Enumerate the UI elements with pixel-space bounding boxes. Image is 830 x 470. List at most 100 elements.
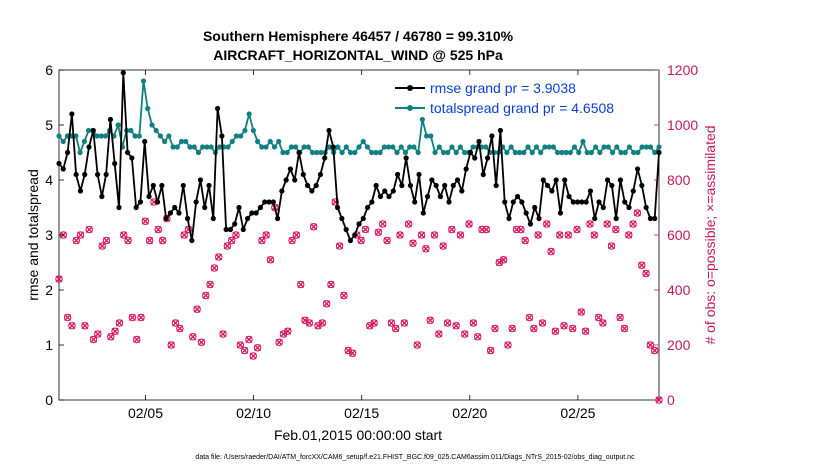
obs-marker	[340, 291, 348, 300]
series-point	[326, 127, 332, 134]
series-point	[330, 144, 336, 150]
series-point	[232, 221, 238, 227]
series-point	[364, 204, 371, 211]
obs-marker	[171, 319, 180, 327]
obs-assimilated-marker	[370, 319, 378, 327]
series-point	[356, 144, 362, 150]
obs-possible-marker	[486, 346, 495, 355]
obs-possible-marker	[426, 316, 434, 324]
series-point	[553, 177, 559, 183]
obs-assimilated-marker	[318, 319, 326, 327]
obs-assimilated-marker	[172, 319, 180, 327]
obs-assimilated-marker	[327, 281, 335, 288]
series-point	[445, 149, 451, 156]
obs-assimilated-marker	[633, 209, 641, 217]
obs-marker	[292, 231, 301, 239]
obs-assimilated-marker	[495, 259, 503, 266]
obs-assimilated-marker	[120, 231, 128, 239]
obs-marker	[620, 324, 629, 333]
series-point	[233, 133, 240, 139]
obs-possible-marker	[206, 280, 214, 289]
obs-marker	[98, 242, 106, 250]
obs-possible-marker	[361, 225, 370, 234]
obs-possible-marker	[227, 236, 236, 245]
series-point	[559, 149, 565, 156]
obs-assimilated-marker	[383, 237, 391, 244]
y-tick-label: 6	[45, 62, 53, 78]
series-point	[81, 138, 87, 145]
obs-possible-marker	[599, 319, 607, 327]
obs-assimilated-marker	[556, 231, 564, 239]
obs-marker	[68, 321, 76, 330]
series-point	[193, 199, 199, 205]
series-point	[643, 144, 649, 150]
legend: rmse grand pr = 3.9038 totalspread grand…	[395, 80, 614, 116]
obs-assimilated-marker	[538, 319, 546, 327]
obs-possible-marker	[465, 220, 473, 228]
obs-possible-marker	[551, 327, 560, 335]
series-point	[172, 204, 178, 211]
obs-assimilated-marker	[435, 330, 443, 338]
obs-marker	[443, 319, 452, 327]
obs-assimilated-marker	[491, 325, 499, 332]
series-point	[433, 182, 439, 189]
series-point	[99, 193, 105, 200]
obs-possible-marker	[417, 231, 426, 239]
series-point	[174, 144, 180, 150]
obs-possible-marker	[383, 236, 391, 245]
obs-assimilated-marker	[612, 226, 620, 233]
series-point	[484, 155, 491, 161]
x-axis-label: Feb.01,2015 00:00:00 start	[274, 427, 442, 443]
obs-marker	[508, 324, 516, 333]
obs-possible-marker	[94, 330, 102, 338]
obs-possible-marker	[508, 324, 516, 333]
series-point	[411, 144, 417, 150]
obs-possible-marker	[322, 299, 331, 308]
series-point	[493, 182, 499, 189]
obs-possible-marker	[387, 319, 396, 327]
series-point	[521, 149, 527, 156]
series-point	[56, 160, 62, 167]
series-point	[301, 144, 307, 150]
series-point	[583, 199, 589, 205]
series-point	[428, 133, 434, 139]
obs-possible-marker	[107, 332, 115, 341]
obs-possible-marker	[132, 335, 141, 344]
series-point	[626, 204, 632, 211]
series-point	[652, 215, 658, 222]
series-point	[250, 127, 256, 134]
series-point	[502, 199, 508, 205]
obs-marker	[327, 280, 335, 289]
obs-assimilated-marker	[297, 281, 305, 288]
obs-marker	[370, 319, 378, 327]
obs-assimilated-marker	[77, 231, 85, 239]
obs-possible-marker	[607, 242, 616, 250]
legend-totalspread: totalspread grand pr = 4.6508	[430, 100, 614, 116]
series-point	[137, 199, 144, 205]
obs-assimilated-marker	[215, 253, 223, 261]
obs-possible-marker	[646, 341, 655, 349]
series-point	[262, 199, 268, 205]
series-point	[60, 138, 66, 145]
obs-possible-marker	[318, 319, 327, 327]
series-point	[613, 215, 619, 222]
obs-marker	[219, 330, 227, 338]
obs-possible-marker	[404, 220, 413, 228]
obs-marker	[335, 242, 344, 250]
series-point	[497, 127, 504, 134]
series-point	[334, 204, 341, 211]
obs-assimilated-marker	[336, 242, 344, 250]
series-point	[601, 144, 607, 150]
series-point	[287, 166, 294, 172]
series-point	[202, 204, 208, 211]
obs-marker	[223, 242, 232, 250]
obs-marker	[128, 313, 137, 322]
obs-possible-marker	[145, 236, 154, 245]
series-point	[550, 144, 556, 150]
obs-possible-marker	[633, 209, 642, 217]
series-point	[120, 70, 126, 76]
obs-possible-marker	[530, 324, 538, 333]
obs-marker	[396, 231, 404, 239]
series-point	[622, 199, 628, 205]
obs-assimilated-marker	[595, 314, 603, 321]
